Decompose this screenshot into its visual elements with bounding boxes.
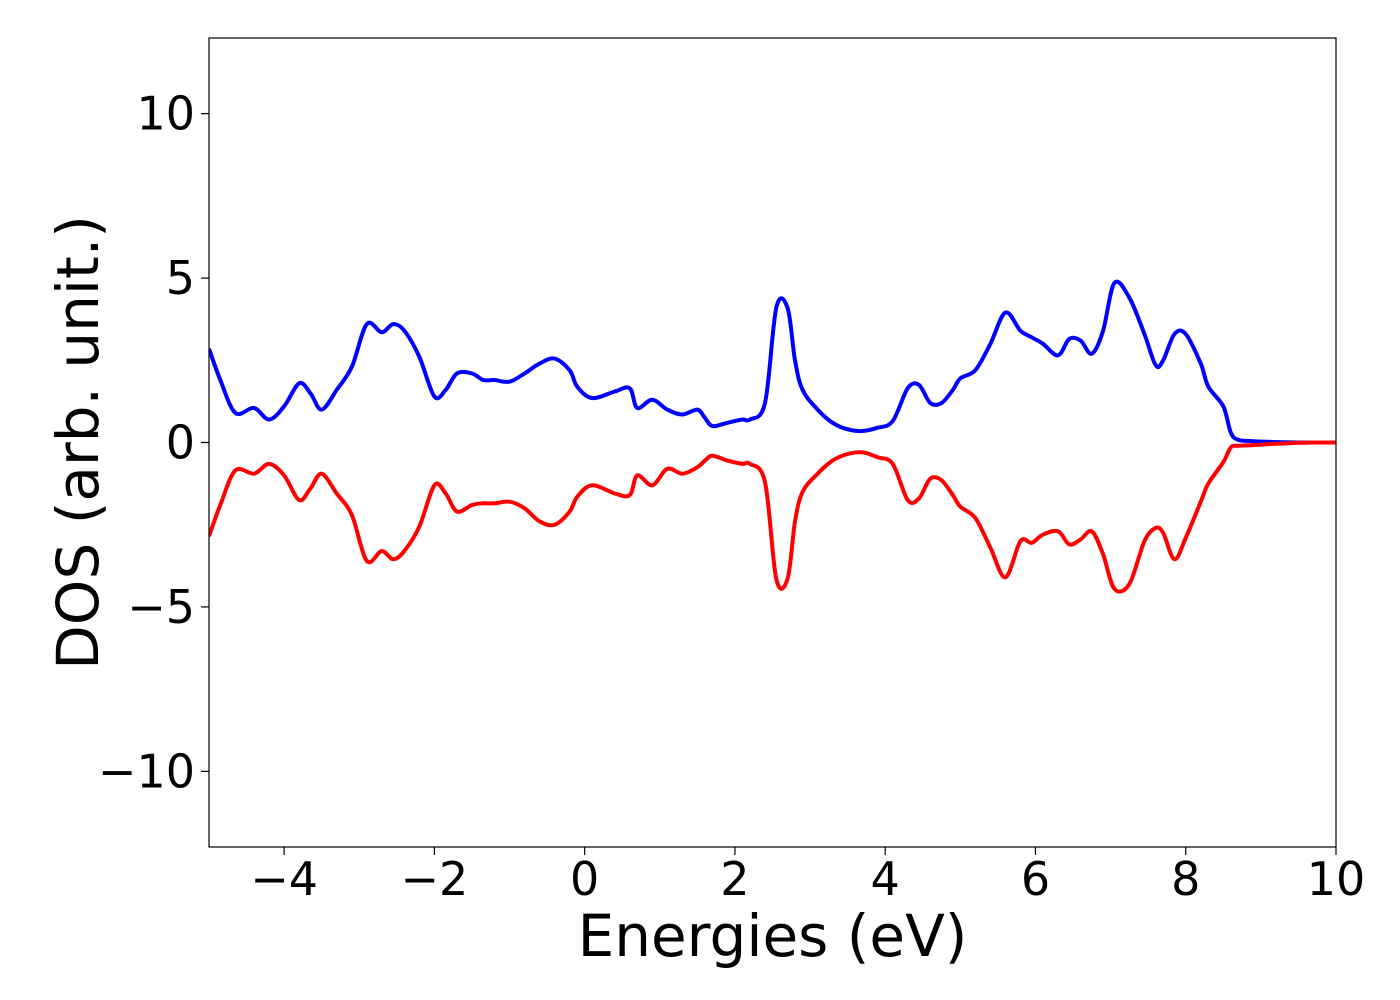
y-tick-label: 5 <box>166 251 195 305</box>
x-tick-label: 4 <box>871 852 900 906</box>
x-tick-label: 6 <box>1021 852 1050 906</box>
x-tick-label: −4 <box>250 852 318 906</box>
x-tick-label: −2 <box>400 852 468 906</box>
x-tick-label: 8 <box>1171 852 1200 906</box>
y-tick-label: 10 <box>136 87 195 141</box>
plot-frame <box>208 37 1337 848</box>
y-tick-label: −10 <box>98 744 195 798</box>
x-tick-label: 2 <box>720 852 749 906</box>
x-tick-label: 0 <box>570 852 599 906</box>
dos-series-line-down <box>209 440 1336 594</box>
dos-series-line-up <box>209 279 1336 445</box>
x-tick-label: 10 <box>1307 852 1366 906</box>
x-axis-label: Energies (eV) <box>578 902 968 970</box>
y-axis-label: DOS (arb. unit.) <box>44 215 112 670</box>
y-tick-label: −5 <box>127 580 195 634</box>
y-tick-label: 0 <box>166 416 195 470</box>
